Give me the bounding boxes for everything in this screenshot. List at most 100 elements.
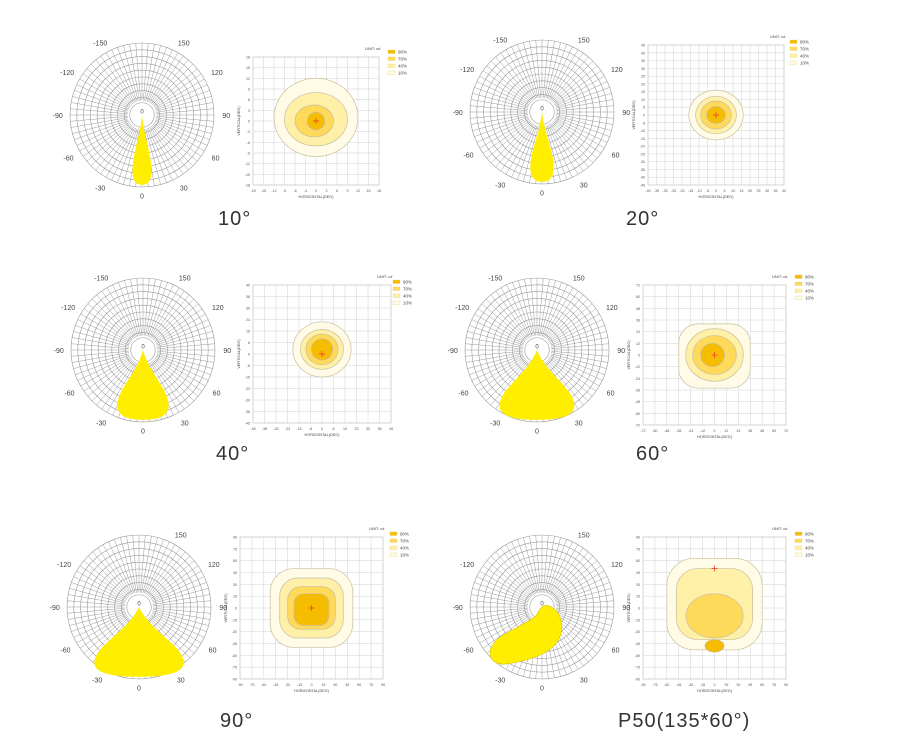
- legend-label: 90%: [800, 40, 809, 45]
- polar-spoke: [469, 325, 524, 346]
- y-tick-label: -36: [635, 389, 640, 393]
- x-tick-label: -60: [652, 429, 657, 433]
- legend-swatch: [794, 288, 803, 293]
- polar-spoke: [123, 128, 139, 185]
- polar-spoke: [157, 352, 214, 363]
- polar-spoke: [472, 93, 529, 109]
- x-tick-label: 25: [757, 189, 761, 193]
- polar-spoke: [86, 68, 132, 106]
- polar-spoke: [120, 537, 136, 594]
- contour-90pct: [310, 338, 334, 361]
- polar-spoke: [482, 70, 531, 104]
- polar-spoke: [554, 117, 608, 143]
- polar-spoke: [156, 117, 213, 128]
- polar-spoke: [87, 617, 129, 659]
- polar-spoke: [481, 359, 527, 397]
- polar-spoke: [541, 282, 562, 337]
- y-tick-label: -60: [635, 654, 640, 658]
- x-tick-label: -10: [696, 189, 701, 193]
- polar-spoke: [545, 537, 561, 594]
- polar-spoke: [553, 70, 602, 104]
- polar-spoke: [67, 608, 125, 614]
- polar-spoke: [141, 536, 152, 593]
- polar-spoke: [490, 122, 532, 164]
- polar-angle-label: 60: [612, 647, 620, 654]
- polar-spoke: [152, 610, 209, 626]
- polar-spoke: [83, 358, 132, 392]
- polar-spoke: [117, 128, 138, 183]
- polar-spoke: [538, 278, 544, 336]
- legend-swatch: [789, 60, 798, 65]
- polar-spoke: [148, 551, 186, 597]
- y-tick-label: 45: [636, 571, 640, 575]
- x-tick-label: -90: [640, 683, 645, 687]
- y-axis-title: VERTICAL(DEG): [237, 339, 241, 369]
- polar-spoke: [79, 121, 130, 152]
- x-tick-label: 3: [326, 189, 328, 193]
- polar-angle-label: 120: [611, 562, 623, 569]
- x-tick-label: 12: [356, 189, 360, 193]
- legend-label: 40%: [805, 289, 814, 294]
- polar-spoke: [157, 337, 214, 348]
- x-tick-label: 9: [347, 189, 349, 193]
- polar-spoke: [96, 360, 134, 406]
- polar-angle-label: -150: [488, 276, 502, 283]
- polar-spoke: [548, 49, 579, 100]
- x-tick-label: -25: [671, 189, 676, 193]
- polar-spoke: [552, 555, 594, 597]
- polar-angle-label: -30: [495, 677, 505, 684]
- y-tick-label: -45: [245, 422, 250, 426]
- polar-spoke: [149, 617, 191, 659]
- x-tick-label: 15: [740, 189, 744, 193]
- polar-spoke: [87, 303, 133, 341]
- polar-spoke: [153, 360, 195, 402]
- polar-angle-label: 0: [140, 194, 144, 201]
- polar-spoke: [554, 570, 605, 601]
- x-tick-label: 23: [355, 427, 359, 431]
- polar-spoke: [97, 547, 131, 596]
- polar-spoke: [152, 360, 190, 406]
- polar-angle-label: 60: [213, 390, 221, 397]
- isolux-chart: -45 -38 -30 -23 -15 -8 0 8 15 23 30 38 45 45 38 30 23 15 8…: [237, 274, 412, 437]
- polar-angle-label: 150: [175, 533, 187, 540]
- y-tick-label: 6: [248, 98, 250, 102]
- x-tick-label: -8: [309, 427, 312, 431]
- polar-diagram: -150 150 -120 120 -90 90 -60 60 -30 30 0 0: [53, 41, 231, 201]
- polar-angle-label: 150: [578, 38, 590, 45]
- polar-spoke: [551, 351, 609, 357]
- polar-spoke: [550, 353, 607, 369]
- beam-angle-caption: 10°: [218, 208, 252, 230]
- y-tick-label: 23: [246, 318, 250, 322]
- polar-angle-label: 90: [622, 605, 630, 612]
- x-tick-label: -20: [679, 189, 684, 193]
- polar-spoke: [140, 535, 146, 593]
- polar-spoke: [552, 122, 594, 164]
- x-tick-label: -23: [285, 427, 290, 431]
- polar-angle-label: -30: [92, 677, 102, 684]
- polar-spoke: [551, 122, 589, 168]
- polar-spoke: [145, 279, 156, 336]
- legend-label: 90%: [403, 280, 412, 285]
- polar-angle-label: -90: [453, 605, 463, 612]
- y-tick-label: -15: [245, 173, 250, 177]
- y-tick-label: -23: [245, 387, 250, 391]
- polar-spoke: [523, 42, 539, 99]
- beam-lobe: [499, 350, 575, 420]
- y-tick-label: -15: [232, 618, 237, 622]
- polar-spoke: [136, 278, 142, 336]
- polar-diagram: 150 -120 120 -90 90 -60 60 -30 30 0 0: [453, 533, 631, 693]
- polar-spoke: [490, 294, 528, 340]
- legend-swatch: [789, 39, 798, 44]
- legend-swatch: [794, 552, 803, 557]
- x-tick-label: -45: [273, 683, 278, 687]
- legend-swatch: [789, 46, 798, 51]
- y-tick-label: -40: [640, 176, 645, 180]
- x-tick-label: 40: [782, 189, 786, 193]
- polar-spoke: [470, 600, 528, 606]
- y-tick-label: 18: [246, 56, 250, 60]
- legend-swatch: [392, 279, 401, 284]
- polar-spoke: [555, 93, 612, 109]
- y-tick-label: -30: [640, 160, 645, 164]
- polar-spoke: [523, 537, 539, 594]
- polar-spoke: [550, 123, 584, 172]
